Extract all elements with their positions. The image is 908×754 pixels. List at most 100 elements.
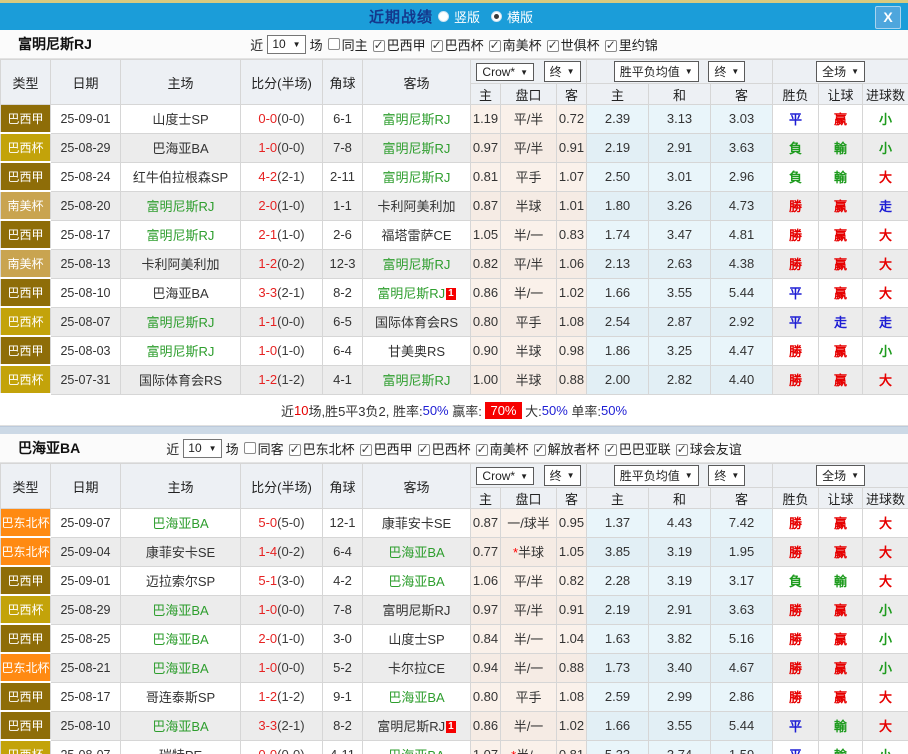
team-label: 迈拉索尔SP: [145, 574, 216, 589]
league-label: 世俱杯: [560, 37, 600, 53]
avg-lose: 5.44: [710, 277, 774, 308]
league-checkbox[interactable]: [546, 38, 559, 52]
odds-away: 0.88: [555, 652, 588, 683]
avg-lose: 2.96: [710, 161, 774, 192]
match-score: 3-3(2-1): [240, 710, 323, 741]
summary-segment: 50%: [541, 402, 568, 418]
result-handicap: 赢: [818, 594, 864, 625]
close-icon[interactable]: X: [875, 6, 901, 29]
match-date: 25-08-24: [50, 161, 121, 192]
league-checkbox[interactable]: [488, 38, 501, 52]
avg-win: 3.85: [586, 536, 650, 567]
away-team: 福塔雷萨CE: [362, 219, 471, 250]
corners-score: 3-0: [322, 623, 363, 654]
sub-col-avg-draw: 和: [648, 487, 712, 509]
league-checkbox[interactable]: [430, 38, 443, 52]
sub-col-away-odds: 客: [555, 487, 588, 509]
team-label: 巴海亚BA: [152, 632, 209, 647]
match-row: 巴西甲 25-09-01 迈拉索尔SP 5-1(3-0) 4-2 巴海亚BA 1.06 平/半…: [0, 565, 908, 596]
home-team: 红牛伯拉根森SP: [120, 161, 241, 192]
result-outcome: 平: [772, 710, 820, 741]
summary-segment: 大:: [521, 403, 542, 419]
summary-segment: 70%: [485, 401, 522, 419]
chevron-down-icon: ▼: [851, 67, 860, 76]
odds-time-select[interactable]: 终 ▼: [543, 465, 581, 486]
horizontal-layout-radio[interactable]: [491, 11, 502, 22]
odds-handicap: 半球: [500, 190, 557, 221]
avg-odds-select[interactable]: 胜平负均值 ▼: [613, 61, 699, 82]
odds-home: 1.07: [470, 739, 501, 754]
avg-time-select[interactable]: 终 ▼: [708, 61, 746, 82]
match-score: 2-0(1-0): [240, 190, 323, 221]
chevron-down-icon: ▼: [566, 67, 575, 76]
team-label: 红牛伯拉根森SP: [132, 170, 229, 185]
same-venue-checkbox[interactable]: [327, 38, 340, 50]
match-type: 巴西甲: [0, 711, 51, 741]
team-label: 卡利阿美利加: [377, 199, 456, 214]
avg-win: 2.19: [586, 132, 650, 163]
odds-away: 1.02: [555, 277, 588, 308]
col-corners: 角球: [322, 463, 363, 509]
corners-score: 5-2: [322, 652, 363, 683]
match-row: 巴东北杯 25-08-21 巴海亚BA 1-0(0-0) 5-2 卡尔拉CE 0.94 半/一…: [0, 652, 908, 683]
team-label: 富明尼斯RJ: [146, 315, 215, 330]
odds-away: 1.08: [555, 681, 588, 712]
odds-away: 0.98: [555, 335, 588, 366]
scope-select[interactable]: 全场 ▼: [816, 61, 866, 82]
avg-time-select[interactable]: 终 ▼: [708, 465, 746, 486]
avg-odds-select[interactable]: 胜平负均值 ▼: [613, 465, 699, 486]
league-checkbox[interactable]: [604, 442, 617, 456]
same-venue-checkbox[interactable]: [243, 442, 256, 454]
team-label: 富明尼斯RJ: [146, 199, 215, 214]
match-score: 0-0(0-0): [240, 104, 323, 134]
team-label: 富明尼斯RJ: [382, 112, 451, 128]
result-handicap: 赢: [818, 623, 864, 654]
result-outcome: 勝: [772, 364, 820, 395]
league-checkbox[interactable]: [675, 442, 688, 456]
avg-lose: 4.67: [710, 652, 774, 683]
result-goals: 大: [862, 364, 908, 395]
league-checkbox[interactable]: [533, 442, 546, 456]
result-handicap: 輸: [818, 161, 864, 192]
home-team: 迈拉索尔SP: [120, 565, 241, 596]
avg-draw: 4.43: [648, 508, 712, 538]
avg-draw: 3.25: [648, 335, 712, 366]
league-checkbox[interactable]: [604, 38, 617, 52]
league-checkbox[interactable]: [359, 442, 372, 456]
avg-draw: 2.82: [648, 364, 712, 395]
odds-time-select[interactable]: 终 ▼: [543, 61, 581, 82]
avg-lose: 7.42: [710, 508, 774, 538]
col-home: 主场: [120, 463, 241, 509]
chevron-down-icon: ▼: [520, 471, 529, 481]
league-label: 解放者杯: [547, 441, 600, 457]
recent-count-select[interactable]: 10 ▼: [183, 438, 222, 458]
vertical-layout-radio[interactable]: [437, 11, 449, 22]
result-goals: 小: [862, 739, 908, 754]
match-row: 巴东北杯 25-09-04 康菲安卡SE 1-4(0-2) 6-4 巴海亚BA 0.77 *半…: [0, 536, 908, 567]
avg-draw: 3.55: [648, 277, 712, 308]
bookmaker-select[interactable]: Crow* ▼: [476, 467, 535, 485]
odds-away: 0.81: [555, 739, 588, 754]
col-date: 日期: [50, 59, 121, 105]
league-checkbox[interactable]: [288, 442, 301, 456]
league-label: 巴西甲: [386, 37, 426, 53]
league-checkbox[interactable]: [475, 442, 488, 456]
odds-home: 0.81: [470, 161, 501, 192]
odds-handicap: 平手: [500, 161, 557, 192]
result-goals: 大: [862, 710, 908, 741]
league-checkbox[interactable]: [417, 442, 430, 456]
corners-score: 8-2: [322, 710, 363, 741]
bookmaker-select[interactable]: Crow* ▼: [476, 63, 535, 81]
avg-odds-header: 胜平负均值 ▼ 终 ▼: [586, 59, 774, 84]
match-row: 巴西杯 25-08-07 富明尼斯RJ 1-1(0-0) 6-5 国际体育会RS 0.80 平…: [0, 306, 908, 337]
match-score: 1-2(1-2): [240, 364, 323, 395]
recent-count-select[interactable]: 10 ▼: [267, 34, 306, 54]
avg-draw: 3.47: [648, 219, 712, 250]
match-score: 1-0(0-0): [240, 594, 323, 625]
odds-away: 0.72: [555, 104, 588, 134]
odds-handicap: 一/球半: [500, 508, 557, 538]
match-type: 巴东北杯: [0, 537, 51, 567]
col-home: 主场: [120, 59, 241, 105]
scope-select[interactable]: 全场 ▼: [816, 465, 866, 486]
league-checkbox[interactable]: [372, 38, 385, 52]
